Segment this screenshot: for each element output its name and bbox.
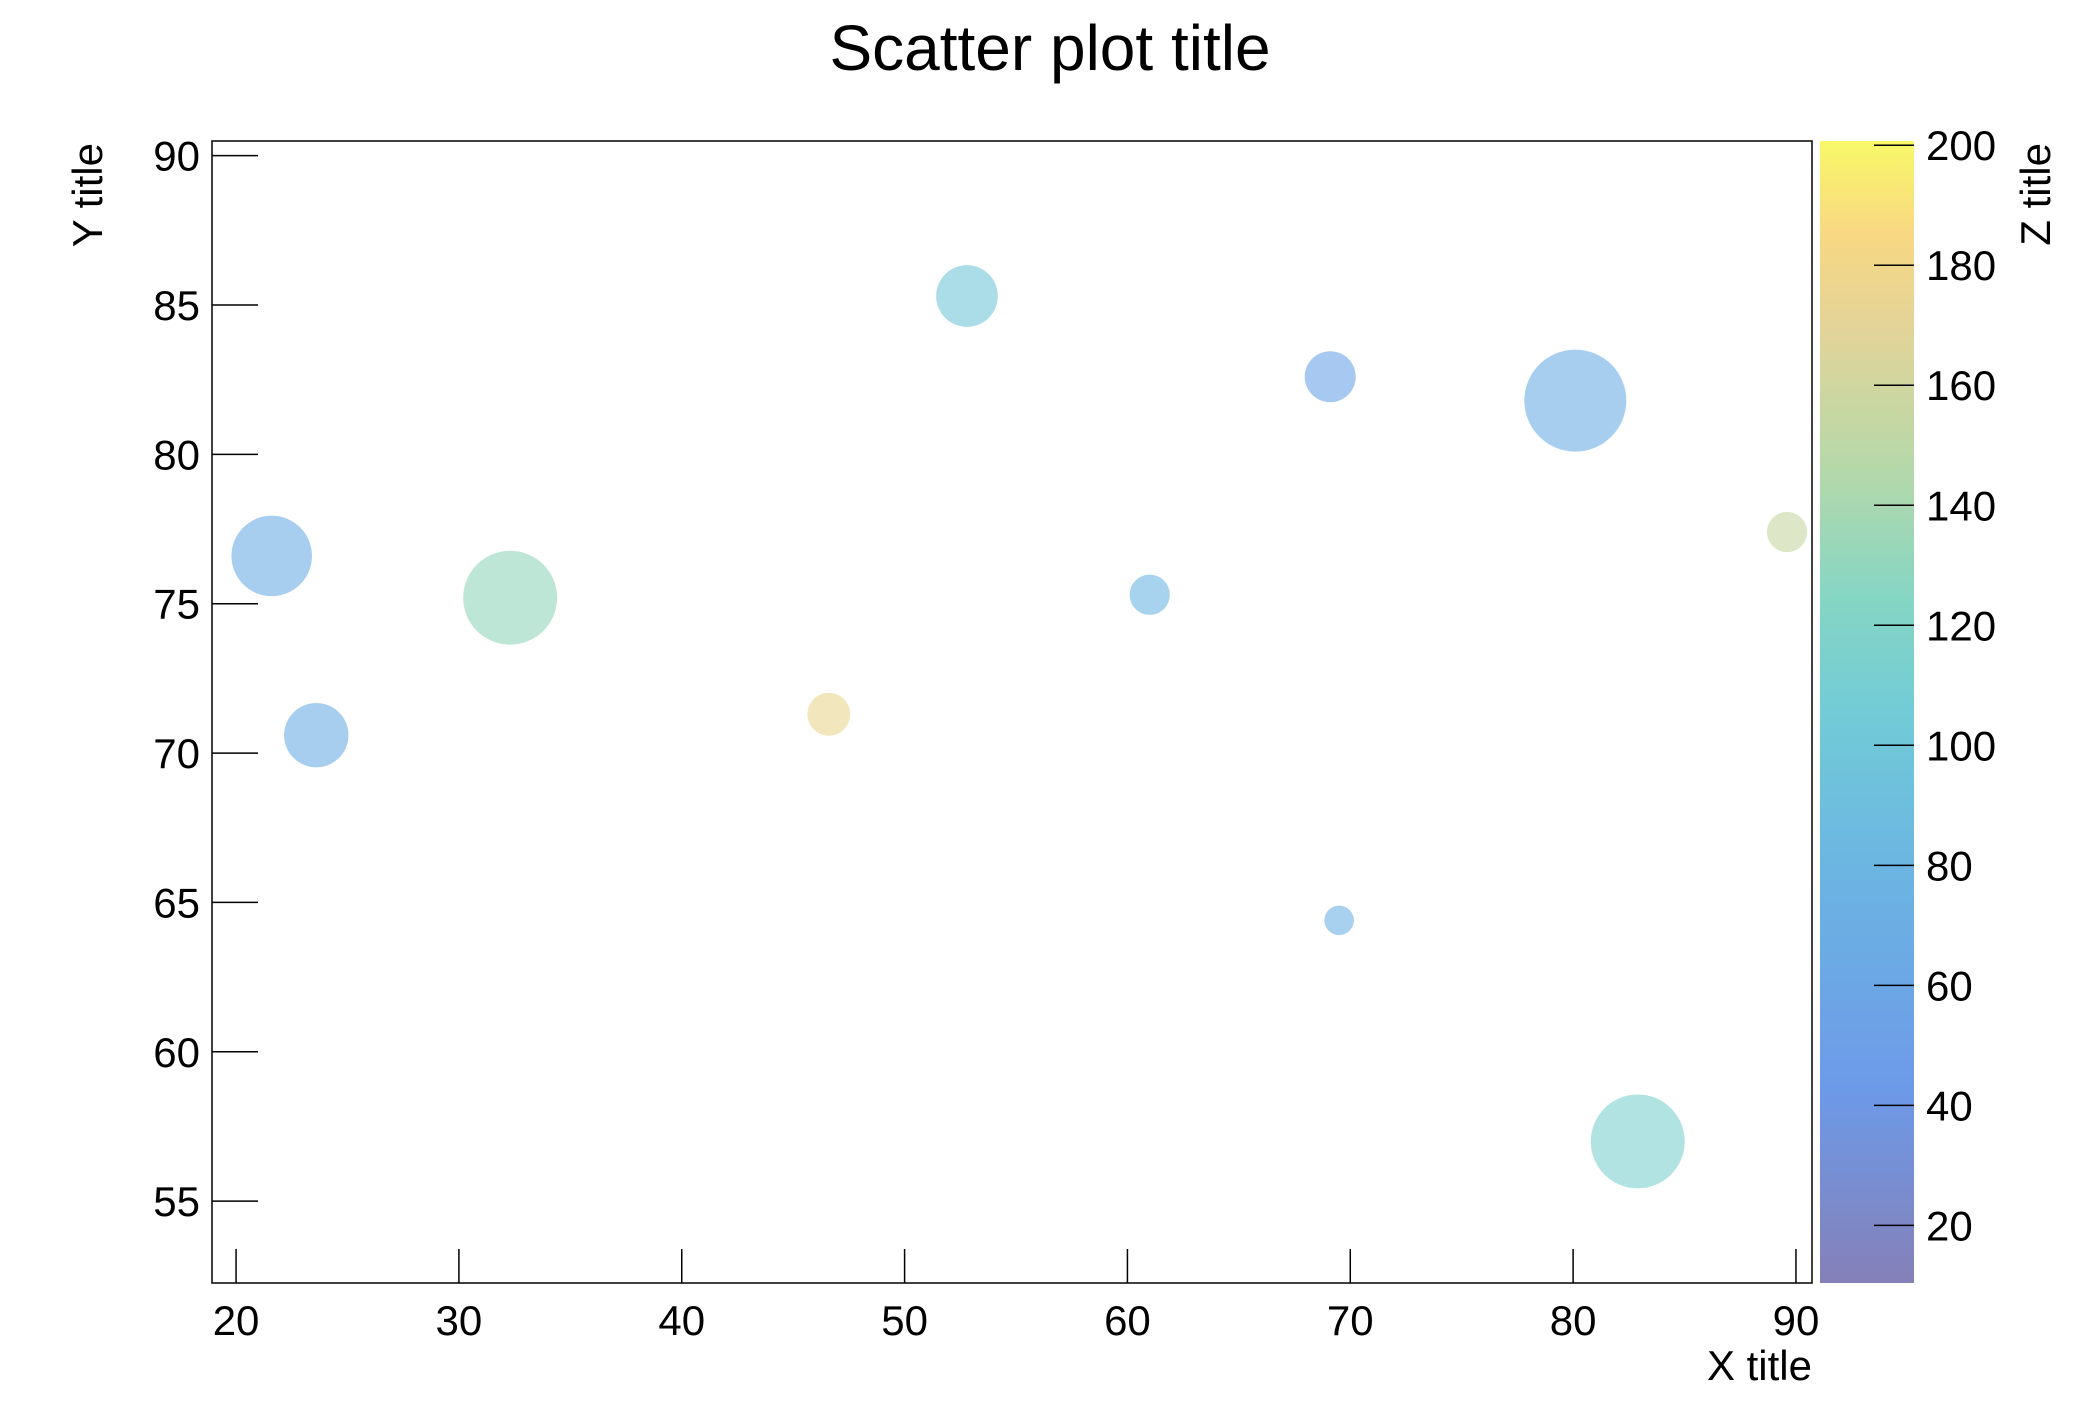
y-tick-label: 75 — [153, 581, 200, 628]
bubble — [1324, 905, 1354, 936]
x-tick-label: 60 — [1104, 1297, 1151, 1344]
z-tick-label: 40 — [1926, 1082, 1973, 1129]
y-tick-label: 55 — [153, 1178, 200, 1225]
x-tick-label: 70 — [1327, 1297, 1374, 1344]
z-tick-label: 140 — [1926, 482, 1996, 529]
bubble — [1590, 1094, 1685, 1189]
z-tick-label: 100 — [1926, 722, 1996, 769]
x-tick-label: 90 — [1773, 1297, 1820, 1344]
bubble — [463, 550, 558, 645]
chart-title: Scatter plot title — [829, 12, 1270, 84]
y-tick-label: 80 — [153, 431, 200, 478]
bubble — [1766, 511, 1808, 553]
bubble — [284, 702, 349, 768]
y-tick-label: 90 — [153, 133, 200, 180]
z-tick-label: 200 — [1926, 122, 1996, 169]
z-tick-label: 120 — [1926, 602, 1996, 649]
bubble — [231, 515, 312, 597]
z-tick-label: 60 — [1926, 962, 1973, 1009]
bubble — [1129, 574, 1170, 615]
x-tick-label: 50 — [881, 1297, 928, 1344]
x-tick-label: 80 — [1550, 1297, 1597, 1344]
plot-frame — [211, 140, 1813, 1284]
bubble — [807, 692, 851, 736]
x-axis-title: X title — [1707, 1342, 1812, 1389]
bubble — [1524, 349, 1627, 452]
z-tick-label: 80 — [1926, 842, 1973, 889]
x-tick-label: 40 — [658, 1297, 705, 1344]
y-axis-title: Y title — [64, 143, 111, 247]
y-tick-label: 60 — [153, 1029, 200, 1076]
z-axis-title: Z title — [2012, 143, 2059, 246]
y-tick-label: 85 — [153, 282, 200, 329]
z-tick-label: 160 — [1926, 362, 1996, 409]
color-bar — [1820, 141, 1914, 1283]
z-tick-label: 180 — [1926, 242, 1996, 289]
z-tick-label: 20 — [1926, 1202, 1973, 1249]
bubble — [936, 265, 998, 327]
y-tick-label: 70 — [153, 730, 200, 777]
x-tick-label: 20 — [213, 1297, 260, 1344]
bubble — [1304, 351, 1356, 403]
x-tick-label: 30 — [436, 1297, 483, 1344]
y-tick-label: 65 — [153, 879, 200, 926]
